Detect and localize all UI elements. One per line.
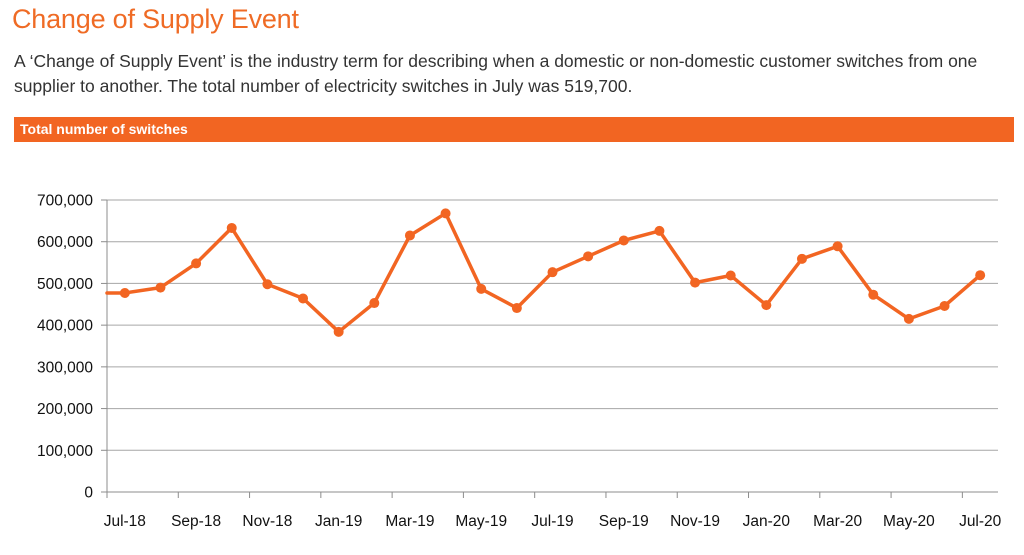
y-tick-label: 500,000 [37, 276, 93, 293]
x-tick-labels: Jul-18 Sep-18 Nov-18 Jan-19 Mar-19 May-19 Jul-… [104, 513, 1002, 530]
data-point [547, 267, 558, 278]
y-tick-label: 700,000 [37, 193, 93, 210]
grid-lines [107, 199, 998, 451]
y-tick-label: 200,000 [37, 401, 93, 418]
x-tick-label: Nov-19 [670, 513, 720, 530]
data-point [654, 225, 665, 236]
y-tick-labels: 0 100,000 200,000 300,000 400,000 500,000 600,… [37, 193, 93, 502]
x-tick-label: Jul-18 [104, 513, 146, 530]
x-tick-label: Sep-18 [171, 513, 221, 530]
data-point [226, 222, 237, 233]
x-tick-label: Mar-20 [813, 513, 862, 530]
x-tick-label: Nov-18 [242, 513, 292, 530]
x-tick-label: Jan-20 [743, 513, 791, 530]
data-point [119, 288, 130, 299]
y-tick-label: 600,000 [37, 234, 93, 251]
data-point [939, 300, 950, 311]
data-point [333, 326, 344, 337]
data-point [868, 289, 879, 300]
data-point [690, 277, 701, 288]
data-point [511, 303, 522, 314]
data-point [191, 258, 202, 269]
y-tick-label: 400,000 [37, 318, 93, 335]
chart-section-header: Total number of switches [14, 117, 1014, 142]
data-point [832, 241, 843, 252]
page-title: Change of Supply Event [12, 4, 299, 34]
data-point [903, 313, 914, 324]
data-point [761, 300, 772, 311]
data-point [440, 208, 451, 219]
data-point [155, 282, 166, 293]
data-point [975, 270, 986, 281]
y-tick-label: 300,000 [37, 359, 93, 376]
x-tick-label: Jul-19 [531, 513, 573, 530]
data-point [796, 253, 807, 264]
x-tick-label: May-19 [455, 513, 507, 530]
series-layer [105, 208, 986, 337]
x-tick-label: May-20 [883, 513, 935, 530]
x-tick-label: Mar-19 [385, 513, 434, 530]
axes [101, 199, 998, 498]
data-point [369, 298, 380, 309]
y-tick-label: 100,000 [37, 443, 93, 460]
data-point [583, 251, 594, 262]
y-tick-label: 0 [84, 485, 93, 502]
data-point [476, 283, 487, 294]
intro-paragraph: A ‘Change of Supply Event’ is the indust… [14, 51, 978, 96]
x-tick-label: Sep-19 [599, 513, 649, 530]
x-tick-label: Jul-20 [959, 513, 1002, 530]
x-tick-label: Jan-19 [315, 513, 362, 530]
series-line [105, 211, 982, 334]
data-point [404, 230, 415, 241]
data-point [298, 293, 309, 304]
data-point [262, 279, 273, 290]
data-point [725, 270, 736, 281]
data-point [618, 235, 629, 246]
